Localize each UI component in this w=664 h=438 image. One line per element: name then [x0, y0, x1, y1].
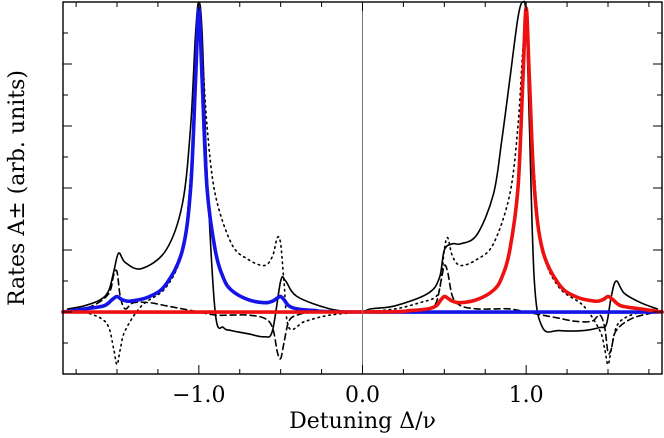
x-tick-label: 1.0	[509, 383, 544, 408]
series-red-line	[61, 6, 664, 314]
x-axis-title: Detuning Δ/ν	[289, 409, 436, 434]
series-blue-line	[61, 6, 664, 314]
x-tick-label: −1.0	[172, 383, 225, 408]
y-axis-title: Rates A± (arb. units)	[5, 70, 30, 306]
x-tick-label: 0.0	[345, 383, 380, 408]
x-tick-labels: −1.0 0.0 1.0	[172, 383, 544, 408]
plot-frame	[62, 1, 663, 375]
